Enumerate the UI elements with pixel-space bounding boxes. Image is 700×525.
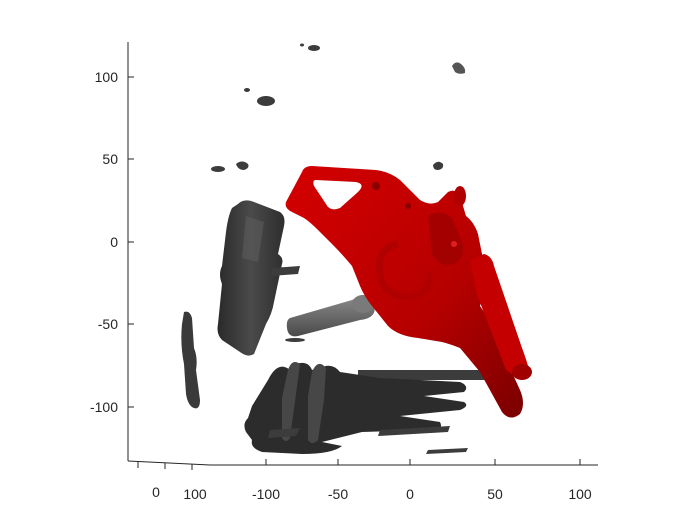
horizontal-tick-label: -50 [328,486,348,502]
debris-fragment [433,161,444,170]
vertical-tick-label: -100 [90,399,118,415]
debris-fragment [257,96,275,106]
debris-fragment [308,45,320,51]
grey-sliver [181,311,200,409]
revolver-grip-window [313,180,362,210]
horizontal-axis-ticks: -100 -50 0 50 100 [252,459,592,502]
grey-slab-highlight [242,216,264,262]
bottom-debris-mass [244,362,467,454]
horizontal-tick-label: 50 [487,486,503,502]
bottom-debris-shard [378,426,450,436]
revolver-barrel [470,254,530,379]
revolver-detail [405,203,411,209]
vertical-tick-label: 50 [102,151,118,167]
vertical-tick-label: -50 [98,316,118,332]
depth-tick-label: 100 [183,486,207,502]
depth-tick-label: 0 [152,484,160,500]
vertical-axis-ticks: 100 50 0 -50 -100 [90,69,134,415]
vertical-tick-label: 0 [110,234,118,250]
horizontal-tick-label: -100 [252,486,280,502]
vertical-tick-label: 100 [95,69,119,85]
bottom-debris-post [282,362,300,441]
grey-slab-shape [217,200,285,356]
debris-fragment [452,62,466,74]
axes: 100 50 0 -50 -100 0 100 -100 -50 0 50 10… [90,42,598,502]
debris-fragment [211,166,225,172]
revolver-hammer [454,186,466,206]
bottom-debris-shard [426,448,468,454]
revolver-frame [285,166,523,418]
bottom-debris-shard [268,428,300,438]
revolver-muzzle [512,364,532,380]
revolver-detail [372,182,380,190]
grey-slab-spur [270,266,300,276]
debris-fragment [236,161,249,170]
grey-slab [217,200,300,356]
bottom-debris-cluster [244,338,501,454]
horizontal-tick-label: 0 [406,486,414,502]
bottom-debris-post [308,363,326,443]
revolver-cylinder [428,212,463,265]
bottom-debris-shard [285,338,305,342]
revolver [285,166,532,418]
revolver-trigger-guard [375,240,433,301]
bottom-debris-rod [358,370,501,380]
depth-axis-ticks: 0 100 [137,462,207,502]
debris-fragments [211,43,466,172]
revolver-detail [451,241,457,247]
debris-fragment [300,43,304,47]
horizontal-tick-label: 100 [568,486,592,502]
debris-fragment [244,88,250,92]
depth-axis-line [127,460,211,466]
bullet [286,295,375,337]
